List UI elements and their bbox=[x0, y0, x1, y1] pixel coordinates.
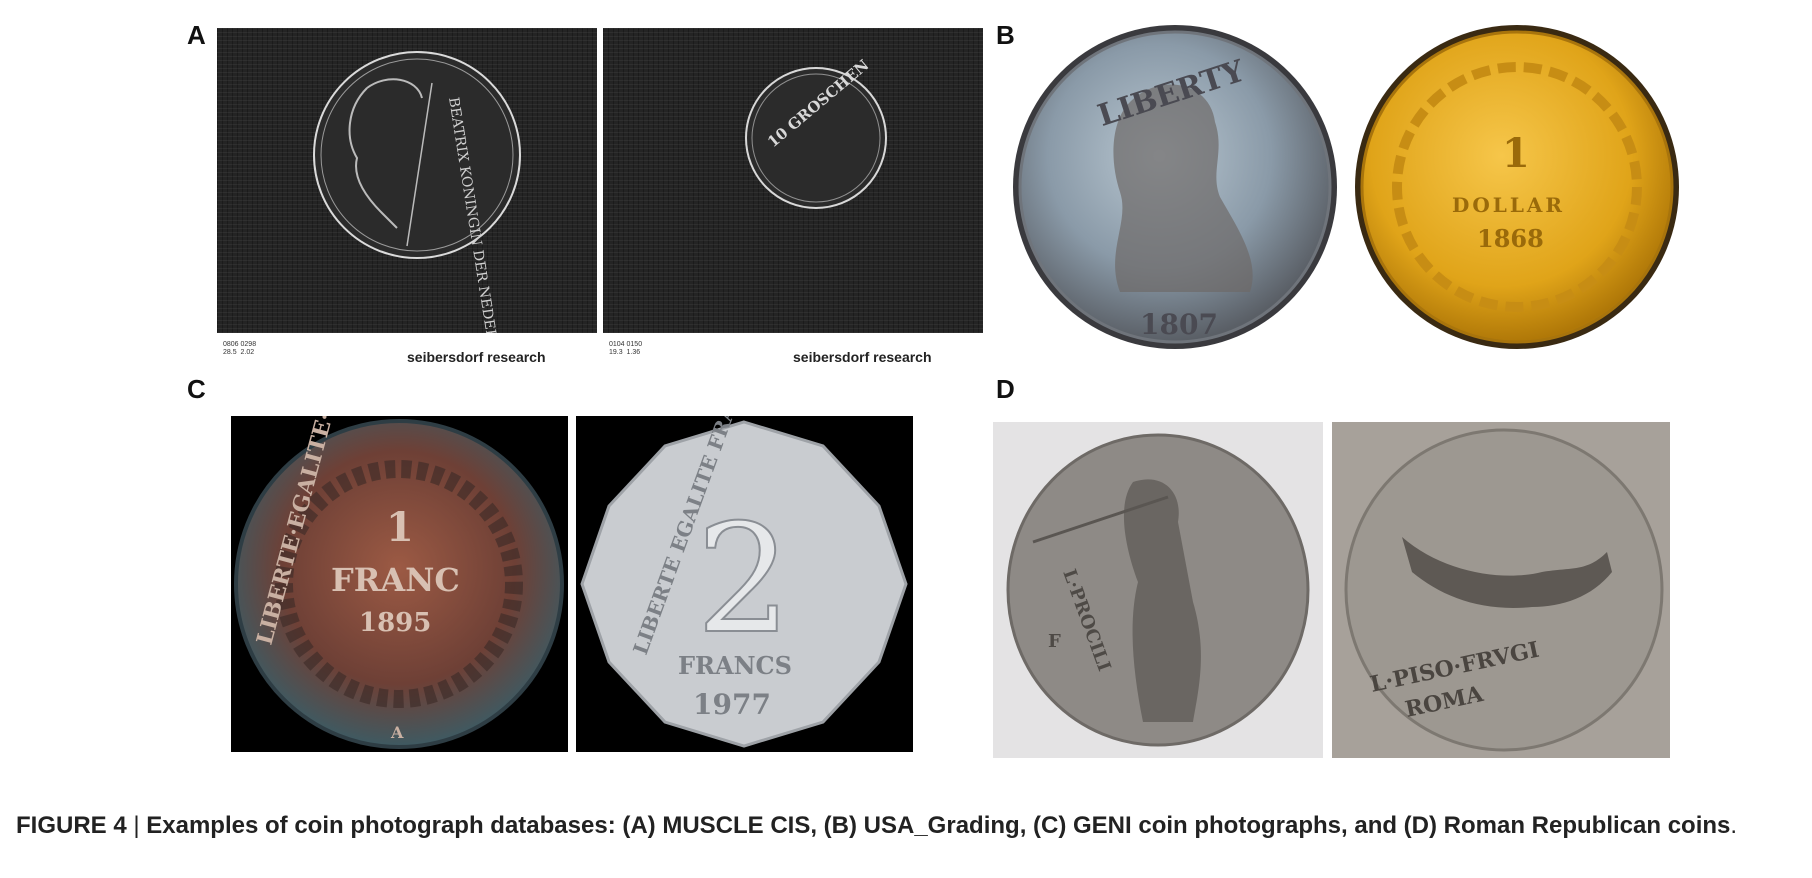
dutch-coin-icon: BEATRIX KONINGIN DER NEDERLANDEN bbox=[313, 51, 521, 333]
francs-coin-denomination: 2 bbox=[696, 493, 791, 667]
franc-coin-unit: FRANC bbox=[331, 561, 460, 599]
panel-label-d: D bbox=[996, 374, 1015, 404]
figure-caption: FIGURE 4 | Examples of coin photograph d… bbox=[16, 808, 1796, 844]
roman-obverse-coin-icon: L·PROCILI F bbox=[1006, 433, 1310, 747]
scan-meta-right: 0104 0150 19.3 1.36 bbox=[609, 341, 643, 356]
caption-text: Examples of coin photograph databases: (… bbox=[146, 812, 1731, 839]
gold-coin-year: 1868 bbox=[1477, 224, 1544, 253]
gold-coin-icon: 1 DOLLAR 1868 bbox=[1355, 25, 1679, 349]
geni-francs-coin-image: LIBERTE EGALITE FRATERNITE 2 FRANCS 1977 bbox=[576, 416, 913, 752]
scan-footer-left: 0806 0298 28.5 2.02 seibersdorf research bbox=[217, 333, 597, 369]
roman-coin-obverse-image: L·PROCILI F bbox=[993, 422, 1323, 758]
austrian-coin-icon: 10 GROSCHEN bbox=[745, 56, 887, 209]
panel-label-c: C bbox=[187, 374, 206, 404]
roman-coin-reverse-image: L·PISO·FRVGI ROMA bbox=[1332, 422, 1670, 758]
caption-end: . bbox=[1730, 812, 1738, 839]
brand-text-right: seibersdorf research bbox=[793, 349, 932, 365]
franc-coin-icon: LIBERTE·EGALITE·FRATERNITE 1 FRANC 1895 … bbox=[234, 416, 564, 749]
roman-reverse-coin-icon: L·PISO·FRVGI ROMA bbox=[1344, 428, 1664, 752]
gold-coin-denomination: 1 bbox=[1502, 130, 1530, 177]
panel-label-a: A bbox=[187, 20, 206, 50]
gold-coin-unit: DOLLAR bbox=[1452, 193, 1565, 217]
usa-silver-coin-image: LIBERTY 1807 bbox=[1010, 22, 1340, 352]
scan-meta-left: 0806 0298 28.5 2.02 bbox=[223, 341, 257, 356]
muscle-cis-scan-right: 10 GROSCHEN bbox=[603, 28, 983, 333]
franc-coin-year: 1895 bbox=[359, 608, 431, 638]
francs-coin-unit: FRANCS bbox=[678, 651, 792, 680]
figure-label: FIGURE 4 bbox=[16, 812, 127, 839]
francs-coin-icon: LIBERTE EGALITE FRATERNITE 2 FRANCS 1977 bbox=[580, 416, 908, 748]
franc-coin-denomination: 1 bbox=[386, 504, 414, 551]
panel-label-b: B bbox=[996, 20, 1015, 50]
franc-coin-mint: A bbox=[390, 723, 404, 742]
geni-franc-coin-image: LIBERTE·EGALITE·FRATERNITE 1 FRANC 1895 … bbox=[231, 416, 568, 752]
brand-text-left: seibersdorf research bbox=[407, 349, 546, 365]
usa-gold-coin-image: 1 DOLLAR 1868 bbox=[1352, 22, 1682, 352]
muscle-cis-scan-left: BEATRIX KONINGIN DER NEDERLANDEN bbox=[217, 28, 597, 333]
roman-obverse-mark: F bbox=[1048, 631, 1061, 652]
scan-footer-right: 0104 0150 19.3 1.36 seibersdorf research bbox=[603, 333, 983, 369]
silver-coin-icon: LIBERTY 1807 bbox=[1013, 25, 1337, 349]
francs-coin-year: 1977 bbox=[693, 688, 771, 721]
caption-separator: | bbox=[126, 812, 147, 839]
silver-coin-year: 1807 bbox=[1140, 308, 1218, 341]
